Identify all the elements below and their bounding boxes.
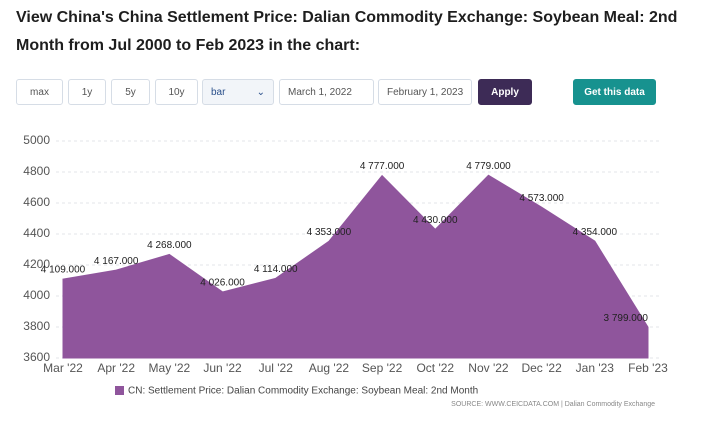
- select-value: bar: [211, 86, 226, 98]
- y-tick-label: 4200: [23, 257, 50, 271]
- x-tick-label: Mar '22: [43, 361, 83, 375]
- start-date-input[interactable]: March 1, 2022: [279, 79, 374, 105]
- x-tick-label: Jun '22: [203, 361, 242, 375]
- y-tick-label: 3800: [23, 319, 50, 333]
- value-label: 4 354.000: [573, 227, 618, 238]
- chart-type-select[interactable]: bar ⌄: [202, 79, 274, 105]
- value-label: 4 777.000: [360, 161, 405, 172]
- x-tick-label: Apr '22: [97, 361, 135, 375]
- y-tick-label: 4800: [23, 164, 50, 178]
- source: SOURCE: WWW.CEICDATA.COM | Dalian Commod…: [451, 401, 655, 408]
- x-tick-label: Dec '22: [521, 361, 562, 375]
- y-tick-label: 5000: [23, 133, 50, 147]
- legend-swatch: [115, 386, 124, 395]
- value-label: 4 573.000: [519, 193, 564, 204]
- legend-label: CN: Settlement Price: Dalian Commodity E…: [128, 386, 478, 397]
- range-button[interactable]: max: [16, 79, 63, 105]
- chart: 3600 3800 4000 4200 4400 4600 4800 5000 Mar '22 A…: [23, 133, 668, 408]
- y-tick-label: 4400: [23, 226, 50, 240]
- range-button[interactable]: 10y: [155, 79, 198, 105]
- end-date-input[interactable]: February 1, 2023: [378, 79, 472, 105]
- value-label: 4 114.000: [254, 264, 298, 275]
- x-tick-label: Aug '22: [309, 361, 350, 375]
- value-label: 4 353.000: [307, 227, 352, 238]
- value-label: 4 779.000: [466, 161, 511, 172]
- area: [62, 174, 649, 359]
- value-label: 4 430.000: [413, 215, 458, 226]
- y-tick-label: 3600: [23, 350, 50, 364]
- range-button[interactable]: 5y: [111, 79, 150, 105]
- value-label: 4 109.000: [41, 265, 86, 276]
- x-tick-label: Jan '23: [576, 361, 615, 375]
- chevron: ⌄: [256, 86, 265, 98]
- x-tick-label: Jul '22: [259, 361, 294, 375]
- y-tick-label: 4000: [23, 288, 50, 302]
- value-label: 4 167.000: [94, 256, 139, 267]
- get-data-button[interactable]: Get this data: [573, 79, 656, 105]
- apply-button[interactable]: Apply: [478, 79, 532, 105]
- x-tick-label: Nov '22: [468, 361, 509, 375]
- y-tick-label: 4600: [23, 195, 50, 209]
- value-label: 4 268.000: [147, 240, 192, 251]
- x-tick-label: Oct '22: [416, 361, 454, 375]
- x-tick-label: May '22: [149, 361, 191, 375]
- range-button[interactable]: 1y: [68, 79, 106, 105]
- value-label: 3 799.000: [604, 313, 649, 324]
- x-tick-label: Sep '22: [362, 361, 403, 375]
- page-title: View China's China Settlement Price: Dal…: [16, 9, 678, 54]
- value-label: 4 026.000: [200, 278, 245, 289]
- x-tick-label: Feb '23: [628, 361, 668, 375]
